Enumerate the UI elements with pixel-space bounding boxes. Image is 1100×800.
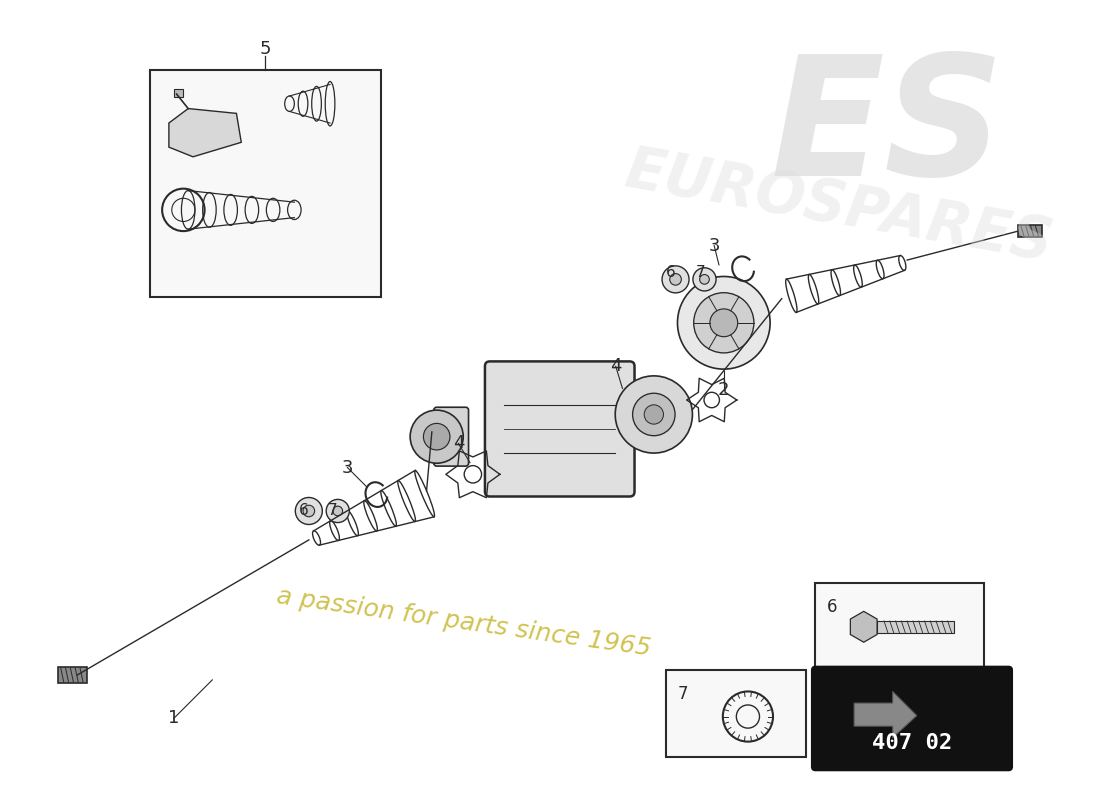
Text: 2: 2	[718, 382, 729, 399]
Text: a passion for parts since 1965: a passion for parts since 1965	[275, 584, 652, 660]
Circle shape	[678, 277, 770, 369]
Bar	[877, 621, 955, 633]
Circle shape	[662, 266, 689, 293]
FancyBboxPatch shape	[812, 666, 1012, 770]
Circle shape	[632, 394, 675, 436]
Text: 6: 6	[666, 265, 675, 280]
Circle shape	[710, 309, 738, 337]
Bar	[815, 583, 984, 670]
Text: 7: 7	[696, 265, 705, 280]
Text: 1: 1	[168, 710, 179, 727]
Circle shape	[693, 268, 716, 291]
Circle shape	[424, 423, 450, 450]
Circle shape	[670, 274, 681, 285]
FancyBboxPatch shape	[433, 407, 469, 466]
Text: 407 02: 407 02	[872, 733, 953, 753]
Circle shape	[410, 410, 463, 463]
Bar	[174, 90, 184, 97]
Bar	[58, 667, 87, 682]
Text: 4: 4	[610, 358, 621, 375]
Circle shape	[302, 505, 315, 517]
Polygon shape	[854, 691, 916, 738]
Text: 3: 3	[342, 458, 353, 477]
Text: 3: 3	[708, 237, 719, 254]
Text: EUROSPARES: EUROSPARES	[621, 142, 1058, 273]
FancyBboxPatch shape	[485, 362, 635, 497]
Bar	[1019, 226, 1043, 237]
Text: ES: ES	[771, 48, 1004, 211]
Circle shape	[700, 274, 710, 284]
Text: 7: 7	[328, 503, 338, 518]
Polygon shape	[850, 611, 877, 642]
Text: 6: 6	[299, 503, 309, 518]
Text: 5: 5	[260, 40, 271, 58]
Text: 6: 6	[827, 598, 837, 616]
Bar	[150, 70, 382, 297]
Circle shape	[645, 405, 663, 424]
Bar	[666, 670, 806, 757]
Text: 4: 4	[453, 434, 464, 453]
Circle shape	[615, 376, 692, 453]
Circle shape	[333, 506, 342, 516]
Circle shape	[295, 498, 322, 525]
Text: 7: 7	[678, 685, 688, 702]
Polygon shape	[169, 109, 241, 157]
Circle shape	[694, 293, 754, 353]
Circle shape	[327, 499, 350, 522]
